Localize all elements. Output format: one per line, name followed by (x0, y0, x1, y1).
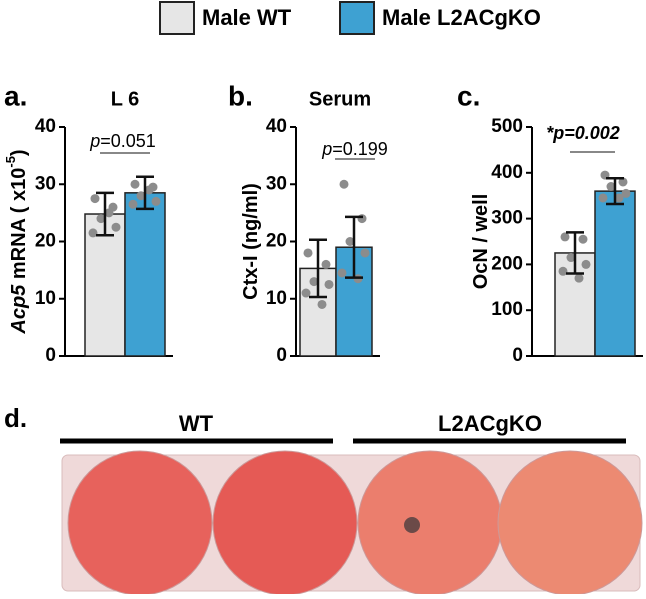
legend-label: Male L2ACgKO (382, 5, 541, 30)
y-tick-label: 0 (512, 345, 523, 366)
y-tick-label: 30 (266, 173, 287, 194)
y-tick-label: 500 (491, 116, 523, 137)
p-value-part: =0.199 (332, 139, 388, 159)
y-tick-label: 40 (266, 116, 287, 137)
bar (594, 190, 636, 357)
data-point (136, 191, 146, 201)
y-axis-label: OcN / well (470, 194, 492, 290)
data-point (128, 199, 138, 209)
y-axis-label-part: Acp5 (8, 284, 30, 335)
data-point (606, 182, 616, 192)
panel-label: b. (228, 80, 253, 111)
data-point (566, 253, 576, 263)
data-point (303, 248, 313, 258)
data-point (345, 237, 355, 246)
p-value: *p=0.002 (546, 123, 620, 143)
y-tick-label: 100 (491, 299, 523, 320)
data-point (317, 299, 327, 309)
data-point (337, 268, 347, 278)
data-point (151, 196, 161, 206)
data-point (90, 194, 100, 204)
chart-title: Serum (309, 88, 371, 110)
group-label: L2ACgKO (438, 411, 542, 436)
well-plate (61, 450, 643, 596)
y-tick-label: 200 (491, 253, 523, 274)
bar (84, 213, 126, 357)
legend-label: Male WT (202, 5, 292, 30)
data-point (88, 228, 98, 238)
data-point (321, 259, 331, 269)
data-point (111, 222, 121, 232)
y-axis-label: Ctx-I (ng/ml) (240, 183, 262, 300)
y-tick-label: 20 (266, 231, 287, 252)
y-tick-label: 0 (45, 345, 56, 366)
data-point (339, 179, 349, 189)
y-axis-label-part: mRNA ( x10 (8, 168, 30, 285)
y-axis-label-part: ) (8, 149, 30, 156)
data-point (598, 193, 608, 203)
bar (124, 192, 166, 357)
y-axis-label: Acp5 mRNA ( x10-5) (3, 149, 30, 334)
panel-label: d. (4, 403, 27, 433)
y-tick-label: 10 (266, 288, 287, 309)
data-point (96, 214, 106, 224)
p-value-part: p (321, 139, 332, 159)
data-point (618, 177, 628, 187)
y-axis-label-part: -5 (3, 156, 18, 168)
data-point (360, 248, 370, 258)
y-axis-label-part: Ctx-I (ng/ml) (240, 183, 262, 300)
p-value: p=0.199 (321, 139, 388, 159)
y-tick-label: 30 (35, 173, 56, 194)
legend-swatch (339, 1, 375, 35)
data-point (309, 277, 319, 287)
data-point (578, 234, 588, 244)
data-point (560, 232, 570, 242)
chart-title: L 6 (111, 88, 140, 110)
p-value: p=0.051 (89, 131, 156, 151)
data-point (614, 193, 624, 203)
y-axis-label-part: OcN / well (470, 194, 492, 290)
data-point (574, 273, 584, 283)
data-point (301, 288, 311, 298)
legend-swatch (159, 1, 195, 35)
data-point (144, 185, 154, 195)
panel-label: a. (4, 80, 27, 111)
y-tick-label: 10 (35, 288, 56, 309)
y-tick-label: 20 (35, 231, 56, 252)
p-value-part: *p=0.002 (546, 123, 620, 143)
data-point (104, 208, 114, 218)
y-tick-label: 40 (35, 116, 56, 137)
p-value-part: =0.051 (100, 131, 156, 151)
data-point (324, 279, 334, 289)
y-tick-label: 0 (276, 345, 287, 366)
p-value-part: p (89, 131, 100, 151)
data-point (357, 214, 367, 224)
data-point (558, 266, 568, 276)
y-tick-label: 300 (491, 208, 523, 229)
y-tick-label: 400 (491, 162, 523, 183)
panel-label: c. (457, 80, 480, 111)
group-label: WT (179, 411, 214, 436)
data-point (581, 259, 591, 269)
data-point (621, 188, 631, 198)
data-point (130, 179, 140, 189)
